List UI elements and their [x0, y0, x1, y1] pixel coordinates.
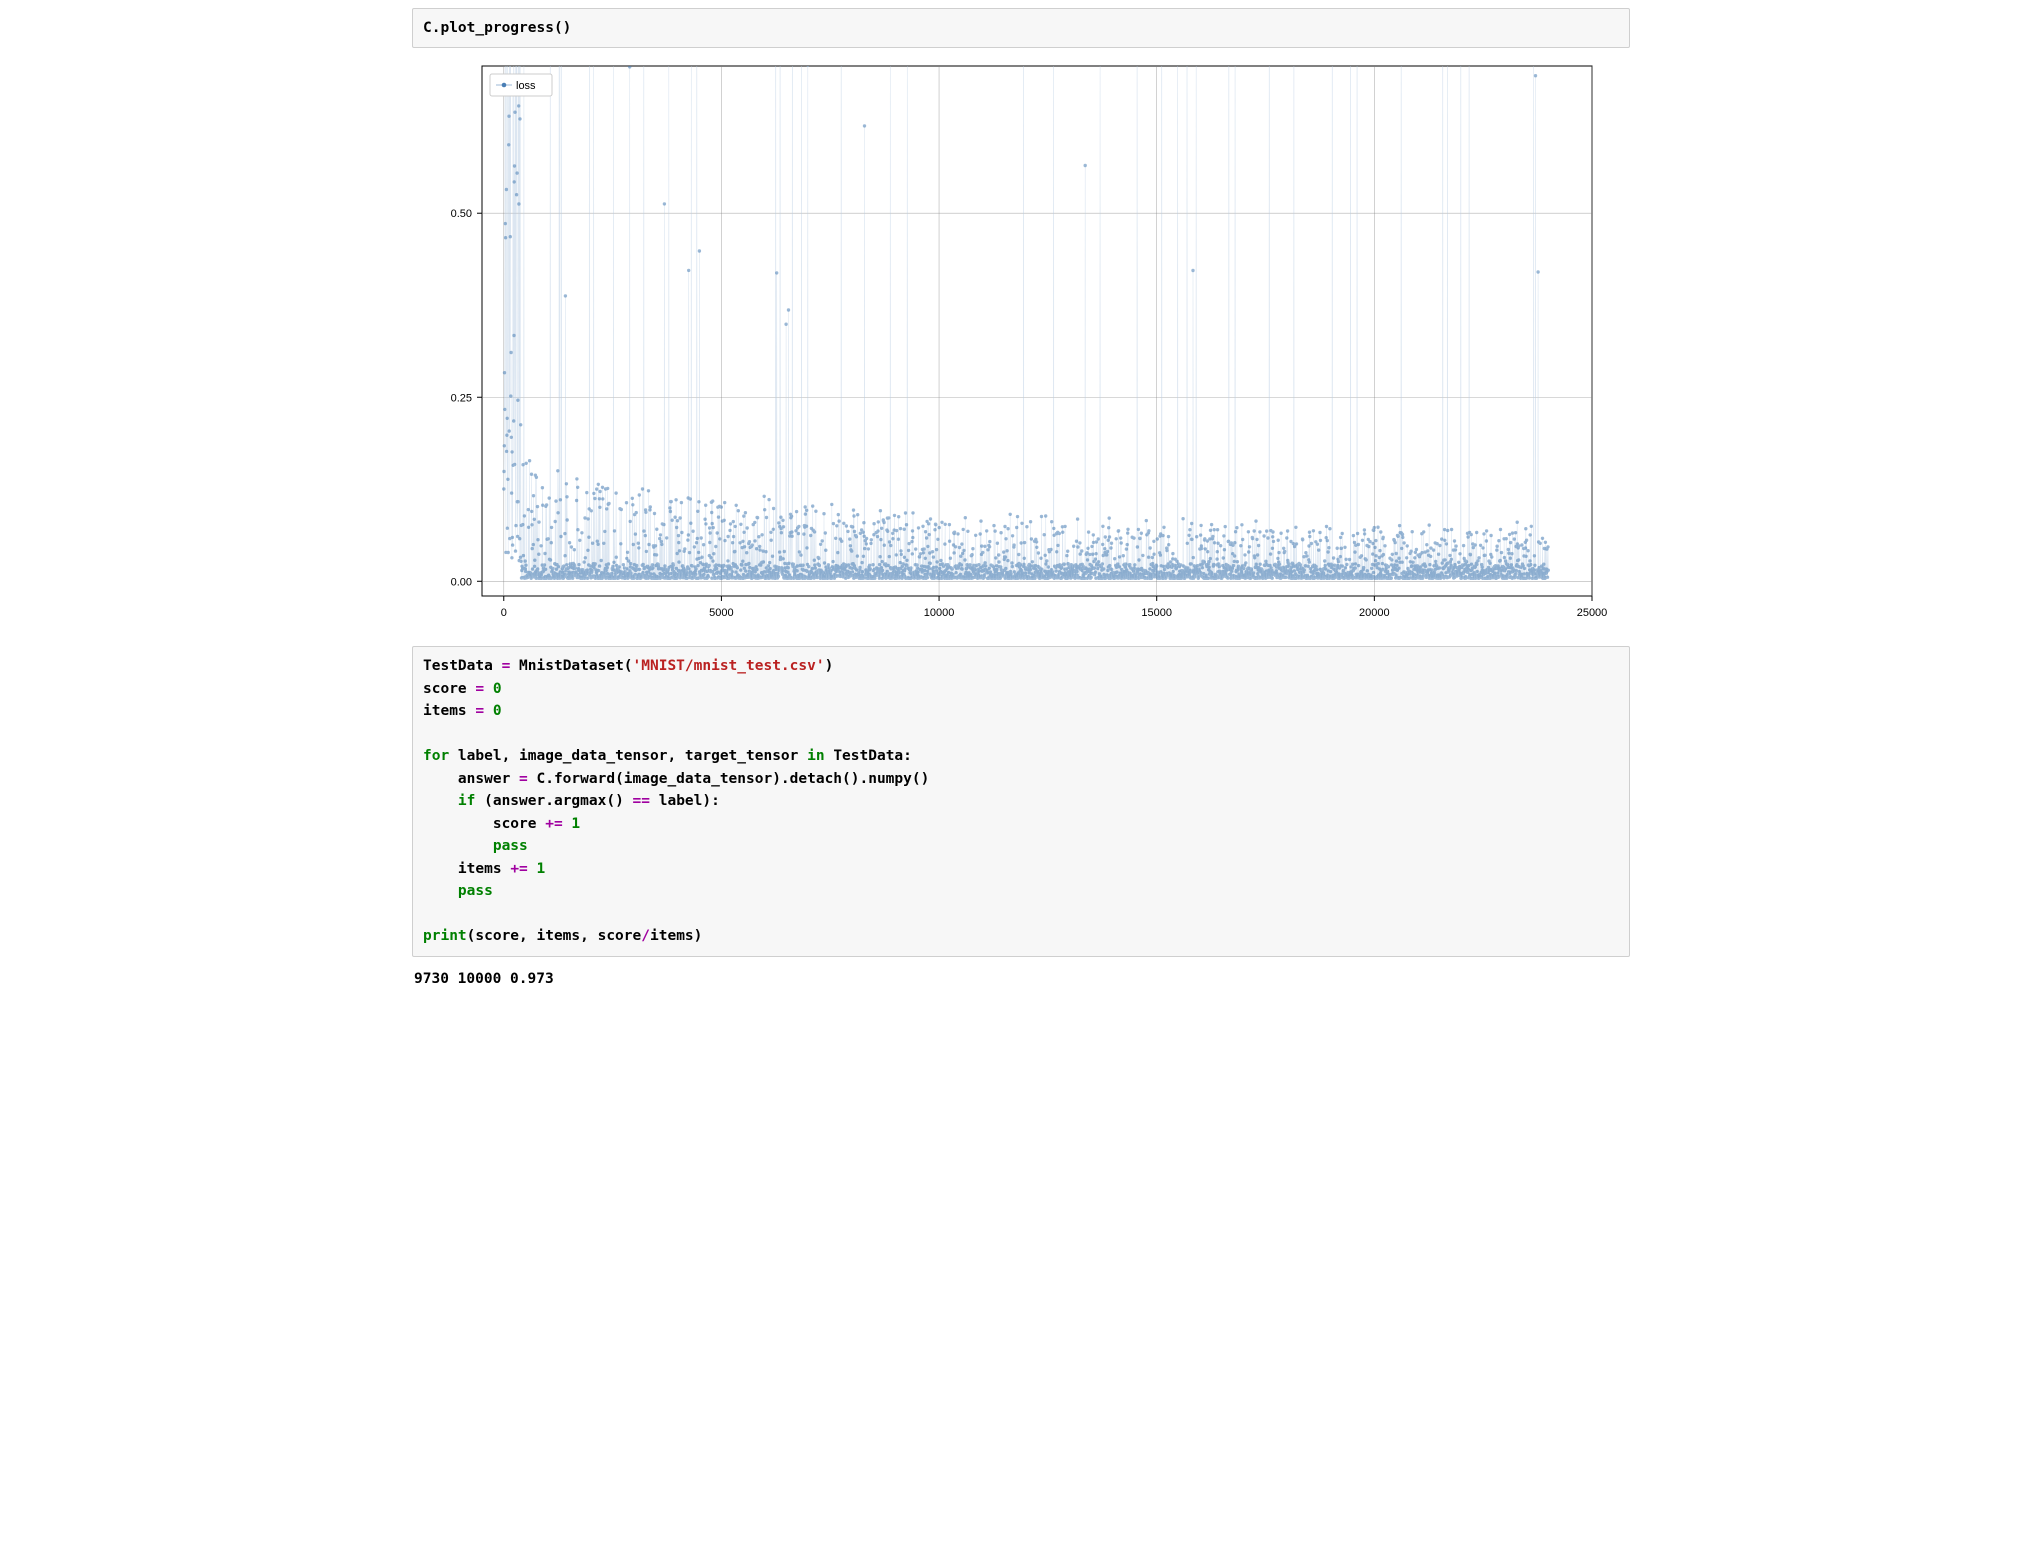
notebook-page: C.plot_progress() 0 5000 10000 15000 20000 25… [406, 0, 1636, 1007]
x-tick-label: 25000 [1577, 607, 1608, 619]
code-cell-2[interactable]: TestData = MnistDataset('MNIST/mnist_tes… [412, 646, 1630, 956]
output-cell-2: 9730 10000 0.973 [412, 967, 1630, 987]
loss-chart: 0 5000 10000 15000 20000 25000 0.00 0.25 0.50 los… [412, 58, 1612, 628]
y-tick-label: 0.50 [451, 209, 472, 221]
x-tick-label: 15000 [1141, 607, 1172, 619]
chart-output: 0 5000 10000 15000 20000 25000 0.00 0.25 0.50 los… [412, 58, 1612, 628]
x-tick-label: 5000 [709, 607, 733, 619]
x-tick-label: 20000 [1359, 607, 1390, 619]
y-tick-label: 0.25 [451, 393, 472, 405]
y-tick-label: 0.00 [451, 577, 472, 589]
x-tick-label: 10000 [924, 607, 955, 619]
code-cell-1[interactable]: C.plot_progress() [412, 8, 1630, 48]
legend-label: loss [516, 80, 536, 92]
x-tick-label: 0 [501, 607, 507, 619]
legend: loss [490, 74, 552, 96]
